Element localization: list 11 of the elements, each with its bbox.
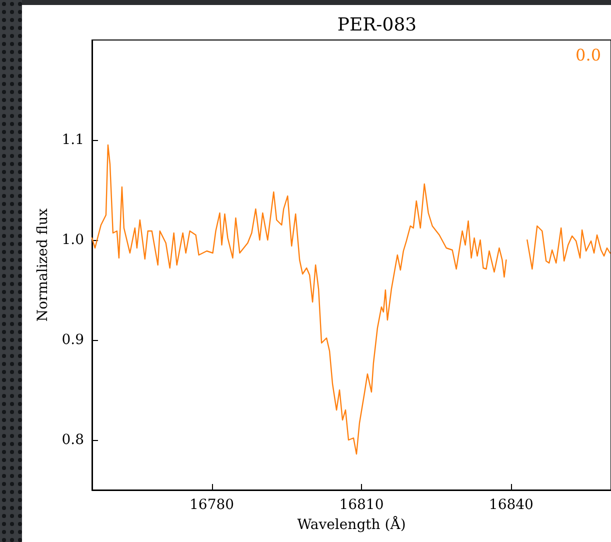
y-tick-label: 0.8 xyxy=(62,432,84,448)
x-tick-label: 16840 xyxy=(488,497,534,513)
x-tick-label: 16810 xyxy=(339,497,384,513)
y-tick-label: 1.0 xyxy=(62,232,84,248)
y-axis-title: Normalized flux xyxy=(35,208,51,322)
y-tick-label: 1.1 xyxy=(62,132,84,148)
x-tick-label: 16780 xyxy=(189,497,234,513)
y-tick-label: 0.9 xyxy=(62,332,84,348)
annotation: 0.0 xyxy=(576,46,602,64)
chart-title: PER-083 xyxy=(337,14,417,36)
x-axis-title: Wavelength (Å) xyxy=(297,516,406,533)
